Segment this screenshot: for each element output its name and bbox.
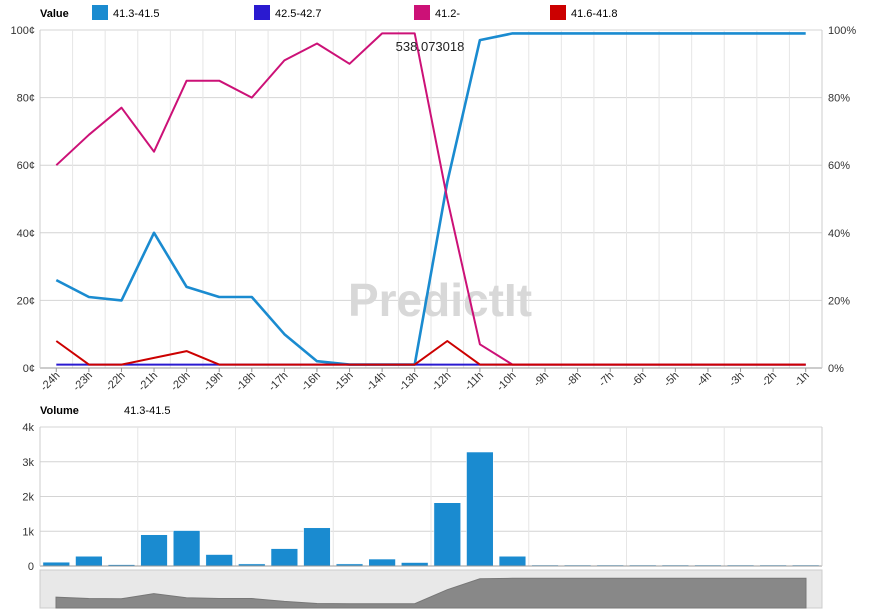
volume-bar <box>205 554 233 567</box>
volume-title: Volume <box>40 405 79 417</box>
volume-y-tick-label: 3k <box>22 457 34 469</box>
value-x-tick-label: -22h <box>104 370 128 394</box>
value-y2-tick-label: 100% <box>828 25 856 37</box>
value-y-tick-label: 20¢ <box>17 295 35 307</box>
value-chart-grid <box>40 29 823 369</box>
volume-y-tick-label: 2k <box>22 492 34 504</box>
volume-bar <box>433 502 461 567</box>
value-x-tick-label: -19h <box>201 370 225 394</box>
value-y-tick-label: 60¢ <box>17 160 35 172</box>
series-line-3 <box>55 340 806 366</box>
legend-swatch <box>414 5 430 20</box>
value-y2-tick-label: 60% <box>828 160 850 172</box>
navigator[interactable] <box>39 569 823 609</box>
volume-bar <box>466 451 494 567</box>
legend-swatch <box>92 5 108 20</box>
value-x-tick-label: -1h <box>792 370 812 390</box>
value-y-tick-label: 40¢ <box>17 228 35 240</box>
volume-series-label: 41.3-41.5 <box>124 405 170 417</box>
value-x-tick-label: -7h <box>597 370 617 390</box>
value-y2-tick-label: 80% <box>828 93 850 105</box>
value-x-tick-label: -3h <box>727 370 747 390</box>
value-x-tick-label: -17h <box>266 370 290 394</box>
chart-annotation: 538.073018 <box>396 39 465 54</box>
series-line-0 <box>55 32 806 366</box>
volume-bar <box>140 534 168 567</box>
legend-label: 41.3-41.5 <box>113 8 159 20</box>
value-title: Value <box>40 8 69 20</box>
value-x-tick-label: -12h <box>429 370 453 394</box>
legend-item-3[interactable]: 41.6-41.8 <box>550 5 617 20</box>
volume-bar <box>270 548 298 567</box>
value-x-tick-label: -21h <box>136 370 160 394</box>
volume-bars <box>42 451 820 567</box>
volume-bar <box>42 561 70 567</box>
value-x-tick-label: -4h <box>694 370 714 390</box>
volume-bar <box>368 558 396 567</box>
legend-swatch <box>254 5 270 20</box>
volume-y-tick-label: 0 <box>28 561 34 573</box>
value-x-tick-label: -11h <box>463 370 486 393</box>
value-x-tick-label: -23h <box>71 370 95 394</box>
volume-bar <box>173 530 201 567</box>
value-x-tick-label: -6h <box>629 370 649 390</box>
legend-item-1[interactable]: 42.5-42.7 <box>254 5 321 20</box>
legend-label: 41.6-41.8 <box>571 8 617 20</box>
volume-bar <box>303 527 331 567</box>
value-x-tick-label: -13h <box>397 370 421 394</box>
volume-y-tick-label: 1k <box>22 526 34 538</box>
legend-item-0[interactable]: 41.3-41.5 <box>92 5 159 20</box>
value-series-lines <box>55 32 806 366</box>
value-x-tick-label: -15h <box>332 370 356 394</box>
volume-bar <box>498 556 527 567</box>
volume-chart-axes: 0 1k 2k 3k 4k <box>22 422 823 573</box>
volume-y-tick-label: 4k <box>22 422 34 434</box>
legend-label: 41.2- <box>435 8 460 20</box>
value-x-tick-label: -20h <box>169 370 193 394</box>
value-y2-tick-label: 40% <box>828 228 850 240</box>
volume-bar <box>75 556 103 567</box>
navigator-area <box>55 577 807 609</box>
value-x-tick-label: -5h <box>662 370 682 390</box>
value-x-tick-label: -18h <box>234 370 258 394</box>
legend: 41.3-41.5 42.5-42.7 41.2- 41.6-41.8 <box>92 5 617 20</box>
legend-label: 42.5-42.7 <box>275 8 321 20</box>
value-x-tick-label: -8h <box>564 370 584 390</box>
value-x-tick-label: -2h <box>760 370 780 390</box>
watermark-logo: PredictIt <box>348 274 532 326</box>
value-y2-tick-label: 0% <box>828 363 844 375</box>
legend-swatch <box>550 5 566 20</box>
legend-item-2[interactable]: 41.2- <box>414 5 460 20</box>
value-x-tick-label: -24h <box>38 370 62 394</box>
value-y-tick-label: 100¢ <box>11 25 35 37</box>
value-x-tick-label: -10h <box>495 370 519 394</box>
volume-bar <box>401 562 429 567</box>
value-x-tick-label: -16h <box>299 370 323 394</box>
value-y-tick-label: 0¢ <box>23 363 35 375</box>
value-y2-tick-label: 20% <box>828 295 850 307</box>
value-x-tick-label: -9h <box>531 370 551 390</box>
value-y-tick-label: 80¢ <box>17 93 35 105</box>
value-x-tick-label: -14h <box>364 370 388 394</box>
